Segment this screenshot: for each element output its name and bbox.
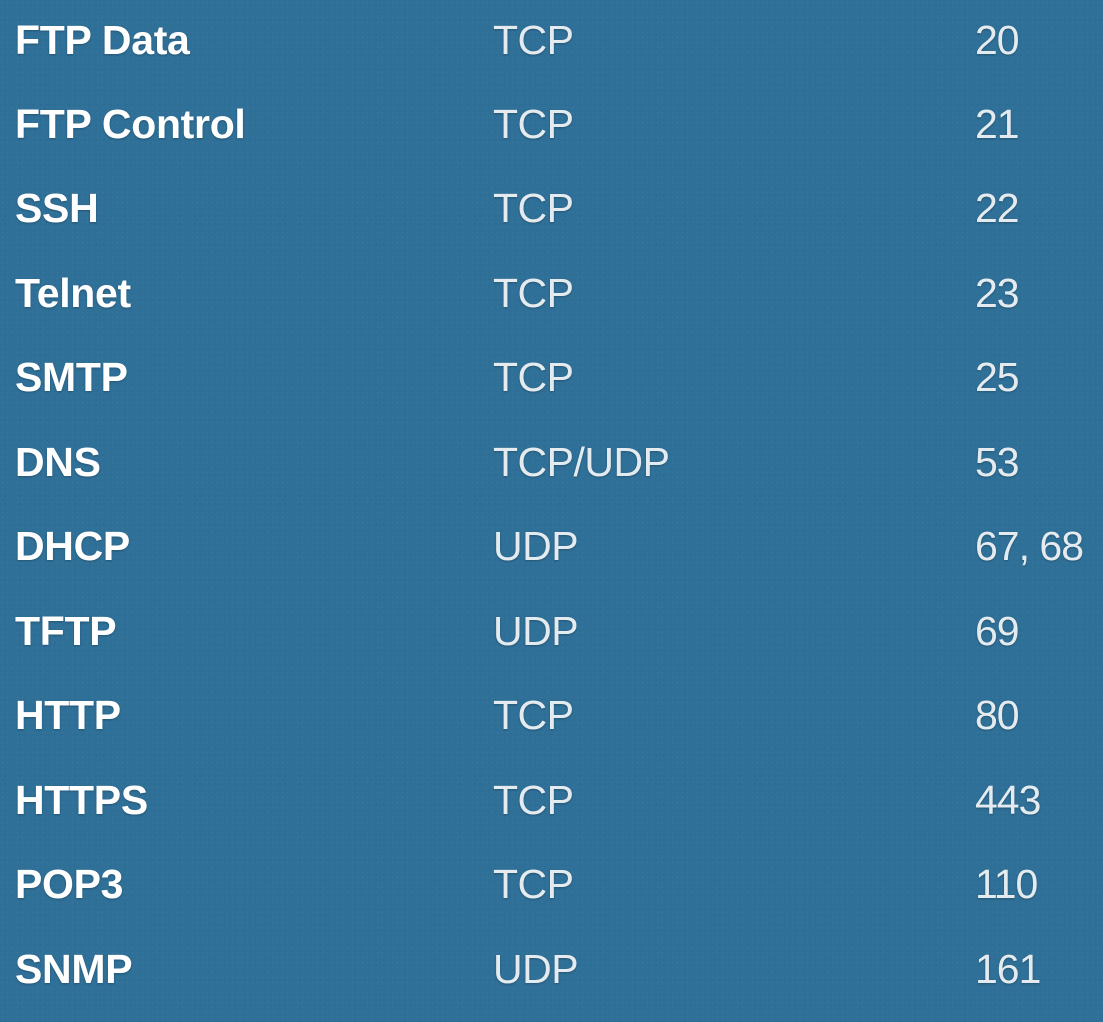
protocol: TCP/UDP — [493, 439, 670, 485]
service-name: SNMP — [15, 946, 133, 992]
service-name: HTTP — [15, 692, 121, 738]
port-number: 21 — [975, 101, 1020, 147]
protocol: UDP — [493, 523, 579, 569]
table-row: FTP Control TCP 21 — [0, 94, 1103, 154]
port-number: 110 — [975, 861, 1038, 907]
service-name: HTTPS — [15, 777, 148, 823]
table-row: HTTP TCP 80 — [0, 685, 1103, 745]
table-row: FTP Data TCP 20 — [0, 10, 1103, 70]
service-name: FTP Data — [15, 17, 190, 63]
service-name: SSH — [15, 185, 99, 231]
service-name: Telnet — [15, 270, 131, 316]
protocol: UDP — [493, 946, 579, 992]
port-number: 69 — [975, 608, 1020, 654]
table-row: SNMP UDP 161 — [0, 939, 1103, 999]
table-row: HTTPS TCP 443 — [0, 770, 1103, 830]
port-number: 22 — [975, 185, 1020, 231]
table-row: TFTP UDP 69 — [0, 601, 1103, 661]
port-number: 67, 68 — [975, 523, 1084, 569]
protocol: TCP — [493, 777, 574, 823]
protocol: TCP — [493, 270, 574, 316]
port-number: 23 — [975, 270, 1020, 316]
table-row: SSH TCP 22 — [0, 178, 1103, 238]
port-number: 20 — [975, 17, 1020, 63]
table-row: DNS TCP/UDP 53 — [0, 432, 1103, 492]
protocol: UDP — [493, 608, 579, 654]
table-row: SMTP TCP 25 — [0, 347, 1103, 407]
protocol: TCP — [493, 861, 574, 907]
port-number: 443 — [975, 777, 1041, 823]
table-row: Telnet TCP 23 — [0, 263, 1103, 323]
service-name: TFTP — [15, 608, 117, 654]
protocol: TCP — [493, 185, 574, 231]
protocol: TCP — [493, 101, 574, 147]
table-row: DHCP UDP 67, 68 — [0, 516, 1103, 576]
service-name: DHCP — [15, 523, 130, 569]
port-number: 80 — [975, 692, 1020, 738]
service-name: FTP Control — [15, 101, 246, 147]
protocol: TCP — [493, 354, 574, 400]
service-name: SMTP — [15, 354, 128, 400]
port-number: 161 — [975, 946, 1041, 992]
service-name: DNS — [15, 439, 101, 485]
table-row: POP3 TCP 110 — [0, 854, 1103, 914]
protocol: TCP — [493, 692, 574, 738]
service-name: POP3 — [15, 861, 124, 907]
port-number: 25 — [975, 354, 1020, 400]
protocol: TCP — [493, 17, 574, 63]
port-number: 53 — [975, 439, 1020, 485]
